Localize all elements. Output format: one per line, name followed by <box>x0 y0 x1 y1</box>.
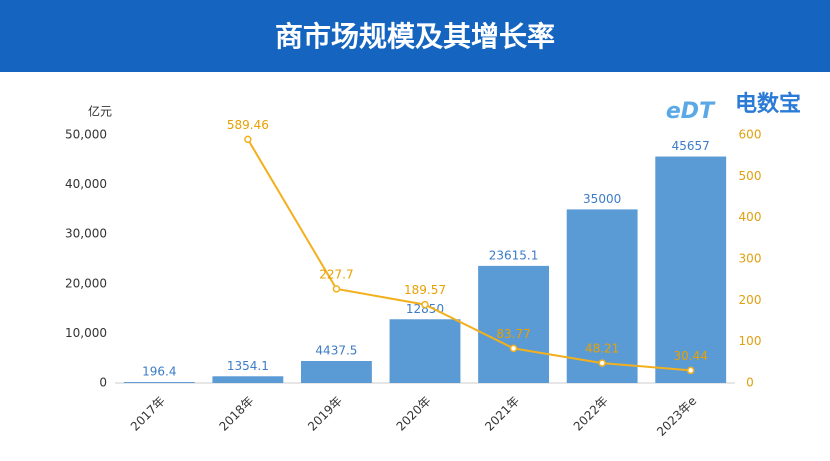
line-point <box>598 359 606 367</box>
line-point <box>421 300 429 309</box>
y2-tick-label: 600 <box>739 128 762 142</box>
bar <box>655 156 727 383</box>
bar-value-label: 35000 <box>583 192 621 206</box>
y-axis-label: 亿元 <box>88 104 112 119</box>
x-tick-label: 2021年 <box>482 394 522 434</box>
header-band <box>0 0 830 72</box>
y2-tick-label: 300 <box>739 252 762 266</box>
bar-value-label: 45657 <box>672 139 710 153</box>
y-tick-label: 0 <box>99 376 107 390</box>
y2-tick-label: 100 <box>739 334 762 348</box>
line-value-label: 83.77 <box>496 327 530 341</box>
y-tick-label: 20,000 <box>65 276 107 290</box>
line-value-label: 589.46 <box>227 118 269 132</box>
y-tick-label: 40,000 <box>65 177 107 191</box>
bar-value-label: 12850 <box>406 302 444 316</box>
bar <box>212 376 284 383</box>
x-tick-label: 2023年e <box>654 394 699 439</box>
line-point <box>509 344 518 353</box>
bar-value-label: 1354.1 <box>227 359 269 373</box>
bar <box>301 360 372 383</box>
x-tick-label: 2019年 <box>305 394 345 434</box>
line-value-label: 227.7 <box>319 267 353 281</box>
chart-title: 商市场规模及其增长率 <box>275 20 555 53</box>
line-value-label: 30.44 <box>674 349 708 363</box>
bar-value-label: 23615.1 <box>489 248 539 262</box>
bar <box>566 209 638 383</box>
bar-value-label: 196.4 <box>142 365 176 379</box>
y2-tick-label: 0 <box>746 376 754 390</box>
x-tick-label: 2017年 <box>128 394 168 434</box>
bar <box>478 265 549 383</box>
line-point <box>332 285 341 293</box>
bar-value-label: 4437.5 <box>315 343 357 357</box>
line-point <box>686 366 695 375</box>
x-tick-label: 2018年 <box>216 394 256 434</box>
y-tick-label: 30,000 <box>65 227 107 241</box>
line <box>246 138 691 372</box>
y2-tick-label: 500 <box>739 169 762 183</box>
y-tick-label: 10,000 <box>65 326 107 340</box>
y2-tick-label: 400 <box>739 210 762 224</box>
bar <box>389 319 461 383</box>
x-tick-label: 2020年 <box>394 394 434 434</box>
y2-tick-label: 200 <box>739 293 762 307</box>
x-tick-label: 2022年 <box>571 394 611 434</box>
bar <box>123 382 195 383</box>
y-tick-label: 50,000 <box>65 128 107 142</box>
line-value-label: 48.21 <box>585 342 619 356</box>
line-point <box>244 135 252 144</box>
brand: 电数宝 <box>735 91 801 117</box>
line-value-label: 189.57 <box>404 283 446 297</box>
brand-mark: eDT <box>666 99 716 124</box>
